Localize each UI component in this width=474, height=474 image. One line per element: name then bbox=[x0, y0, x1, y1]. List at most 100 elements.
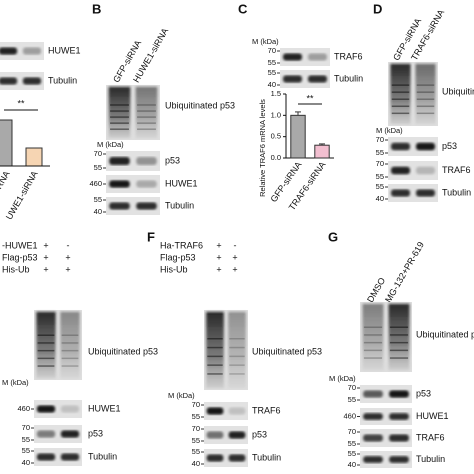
ub-smear bbox=[108, 87, 131, 138]
lane-label: HUWE1-siRNA bbox=[131, 26, 170, 84]
blot-membrane bbox=[34, 448, 82, 466]
ub-ladder bbox=[363, 349, 383, 352]
marker-size: 55 bbox=[192, 412, 200, 421]
blot-band bbox=[36, 430, 56, 438]
marker-size: 70 bbox=[192, 400, 200, 409]
smear-label: Ubiquitinated p53 bbox=[252, 346, 322, 356]
blot-band bbox=[391, 142, 410, 151]
panel-label: D bbox=[373, 1, 382, 16]
blot-membrane bbox=[204, 402, 248, 420]
treatment-name: Flag-p53 bbox=[160, 252, 196, 262]
marker-size: 55 bbox=[22, 446, 30, 455]
bar-shape bbox=[25, 147, 43, 167]
marker-size: 70 bbox=[376, 135, 384, 144]
blot-label: Tubulin bbox=[88, 451, 117, 461]
ub-ladder bbox=[137, 110, 156, 112]
blot-band bbox=[416, 142, 435, 151]
treatment-sign: + bbox=[65, 252, 70, 262]
smear-label: Ubiquitin bbox=[442, 86, 474, 96]
blot-label: Tubulin bbox=[252, 452, 281, 462]
ub-ladder bbox=[61, 342, 79, 344]
ub-ladder bbox=[137, 104, 156, 106]
blot-band bbox=[363, 434, 383, 442]
significance: ** bbox=[306, 93, 314, 103]
treatment-sign: + bbox=[216, 252, 221, 262]
marker-size: 70 bbox=[376, 159, 384, 168]
ub-ladder bbox=[229, 355, 245, 358]
ub-ladder bbox=[229, 364, 245, 366]
ub-ladder bbox=[110, 110, 129, 112]
marker-size: 55 bbox=[268, 68, 276, 77]
treatment-sign: + bbox=[216, 240, 221, 250]
blot-band bbox=[416, 166, 435, 175]
y-tick-label: 1.5 bbox=[271, 89, 281, 98]
marker-size: 460 bbox=[343, 411, 356, 420]
ub-ladder bbox=[416, 84, 435, 86]
y-tick-label: 0.5 bbox=[271, 132, 281, 141]
blot-band bbox=[109, 202, 130, 210]
blot-membrane bbox=[204, 449, 248, 467]
marker-size: 55 bbox=[192, 436, 200, 445]
smear-label: Ubiquitinated p53 bbox=[165, 100, 235, 110]
blot-label: p53 bbox=[252, 429, 267, 439]
marker-size: 40 bbox=[22, 458, 30, 467]
ub-smear bbox=[390, 64, 411, 124]
blot-band bbox=[363, 456, 383, 463]
ub-ladder bbox=[110, 116, 129, 118]
marker-size: 55 bbox=[376, 148, 384, 157]
blot-band bbox=[22, 77, 42, 85]
ub-ladder bbox=[389, 341, 409, 344]
ub-ladder bbox=[229, 346, 245, 349]
ub-ladder bbox=[389, 357, 409, 359]
blot-band bbox=[206, 454, 224, 462]
y-axis-label: Relative TRAF6 mRNA levels bbox=[258, 99, 267, 197]
marker-size: 40 bbox=[348, 460, 356, 469]
ub-ladder bbox=[61, 349, 79, 352]
blot-membrane bbox=[360, 429, 412, 447]
smear-label: Ubiquitinated p5 bbox=[416, 329, 474, 339]
blot-band bbox=[228, 407, 246, 415]
ub-ladder bbox=[389, 334, 409, 336]
treatment-sign: + bbox=[43, 252, 48, 262]
ub-ladder bbox=[61, 357, 79, 360]
treatment-name: Flag-p53 bbox=[2, 252, 38, 262]
ub-ladder bbox=[391, 105, 410, 108]
ub-ladder bbox=[229, 373, 245, 375]
treatment-sign: + bbox=[65, 264, 70, 274]
marker-size: 70 bbox=[192, 424, 200, 433]
ub-ladder bbox=[416, 112, 435, 115]
blot-band bbox=[363, 390, 383, 398]
marker-size: 55 bbox=[376, 182, 384, 191]
blot-label: Tubulin bbox=[416, 454, 445, 464]
blot-band bbox=[36, 405, 56, 413]
ub-smear bbox=[36, 312, 56, 378]
blot-membrane bbox=[0, 72, 44, 90]
ub-ladder bbox=[363, 357, 383, 359]
blot-label: p53 bbox=[416, 388, 431, 398]
blot-label: p53 bbox=[165, 155, 180, 165]
marker-size: 70 bbox=[348, 383, 356, 392]
ub-ladder bbox=[207, 364, 223, 366]
ub-ladder bbox=[416, 91, 435, 93]
ub-ladder bbox=[61, 334, 79, 336]
blot-membrane bbox=[0, 42, 44, 60]
ub-smear bbox=[415, 64, 436, 124]
blot-band bbox=[416, 189, 435, 197]
blot-band bbox=[206, 407, 224, 415]
blot-label: HUWE1 bbox=[48, 45, 81, 55]
panel-label: G bbox=[328, 229, 338, 244]
marker-title: M (kDa) bbox=[376, 126, 403, 135]
ub-ladder bbox=[389, 349, 409, 352]
blot-label: Tubulin bbox=[442, 187, 471, 197]
marker-title: M (kDa) bbox=[2, 378, 29, 387]
blot-membrane bbox=[388, 184, 438, 202]
y-tick-label: 1.0 bbox=[271, 110, 281, 119]
ub-ladder bbox=[207, 355, 223, 358]
blot-band bbox=[363, 413, 383, 420]
marker-size: 70 bbox=[94, 149, 102, 158]
treatment-sign: + bbox=[216, 264, 221, 274]
blot-band bbox=[391, 166, 410, 175]
marker-title: M (kDa) bbox=[168, 391, 195, 400]
ub-ladder bbox=[37, 357, 55, 360]
